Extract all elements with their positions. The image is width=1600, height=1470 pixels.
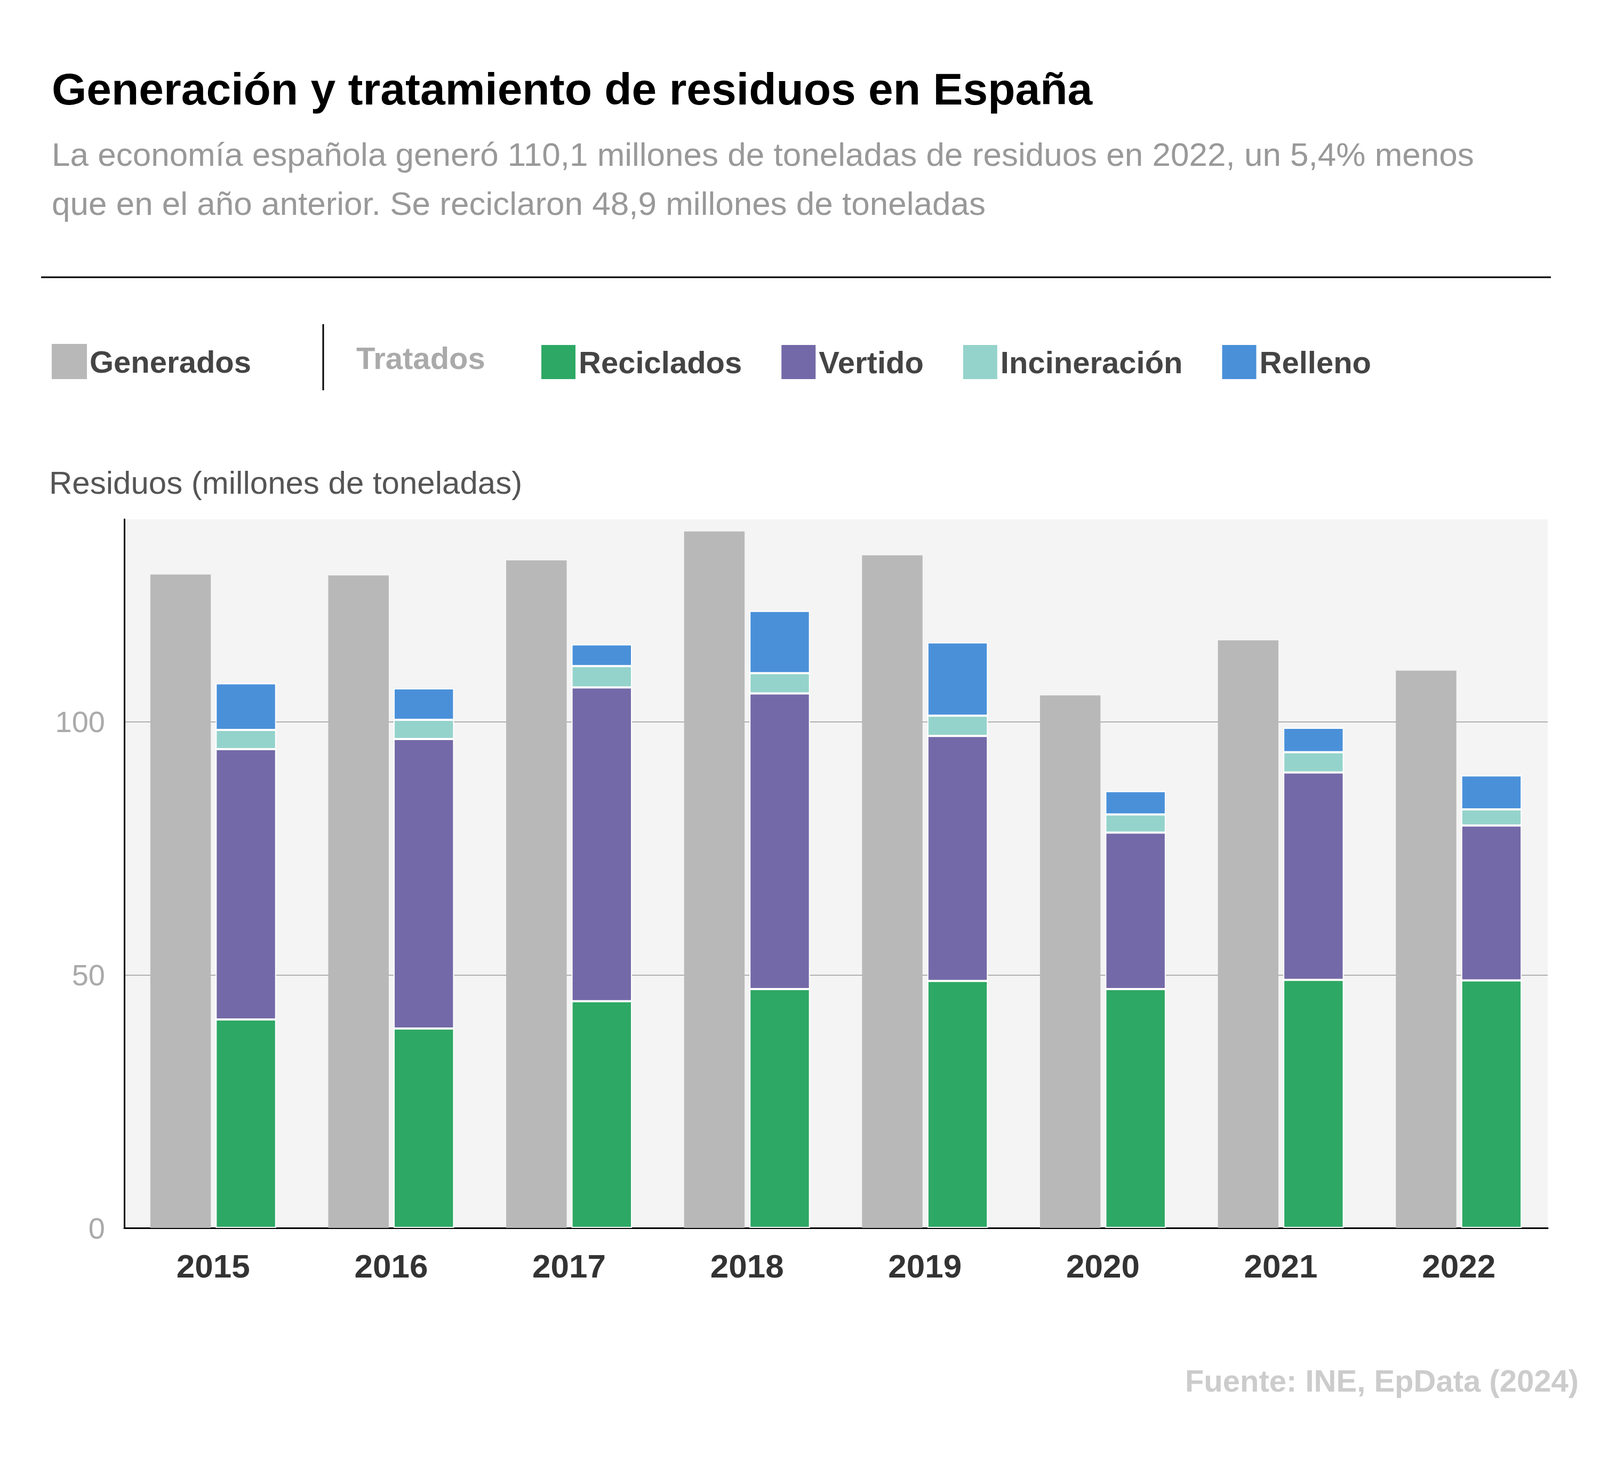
svg-text:Reciclados: Reciclados [578,345,742,380]
svg-text:2016: 2016 [354,1248,428,1285]
svg-text:2018: 2018 [710,1248,784,1285]
svg-text:Generados: Generados [89,344,252,380]
svg-text:Residuos (millones de tonelada: Residuos (millones de toneladas) [49,465,523,501]
svg-text:Relleno: Relleno [1259,345,1372,380]
svg-text:Vertido: Vertido [818,345,924,380]
svg-text:2020: 2020 [1066,1248,1140,1285]
svg-text:La economía española generó 11: La economía española generó 110,1 millon… [51,136,1484,173]
svg-text:2021: 2021 [1244,1248,1318,1285]
svg-text:50: 50 [72,958,106,992]
svg-text:2022: 2022 [1421,1248,1496,1285]
svg-text:2017: 2017 [532,1248,606,1285]
svg-text:que en el año anterior. Se rec: que en el año anterior. Se reciclaron 48… [51,185,986,222]
svg-text:Incineración: Incineración [1000,345,1183,380]
svg-text:Tratados: Tratados [356,340,486,376]
svg-text:Generación y tratamiento de re: Generación y tratamiento de residuos en … [51,64,1094,115]
svg-text:2019: 2019 [888,1248,962,1285]
svg-text:0: 0 [88,1211,106,1246]
svg-text:2015: 2015 [176,1248,251,1285]
svg-text:100: 100 [55,705,106,739]
svg-text:Fuente: INE, EpData (2024): Fuente: INE, EpData (2024) [1185,1363,1579,1399]
